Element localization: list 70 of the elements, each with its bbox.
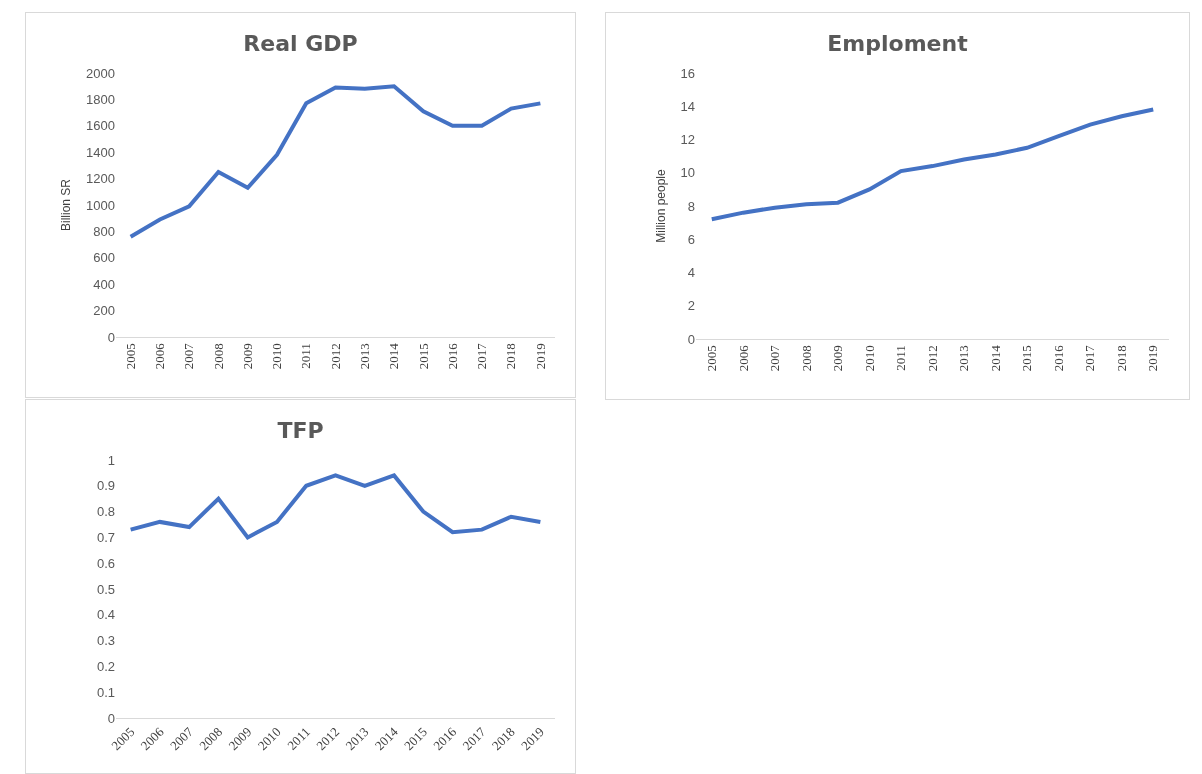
y-tick-label: 1 [107, 452, 115, 468]
x-tick-label: 2010 [861, 345, 877, 372]
x-tick-label: 2007 [767, 344, 783, 372]
y-axis-title: Billion SR [59, 178, 74, 232]
chart-title: Real GDP [243, 30, 358, 56]
y-tick-label: 6 [687, 231, 695, 247]
x-tick-label: 2013 [956, 345, 972, 372]
y-tick-label: 0.9 [96, 478, 115, 494]
y-tick-label: 4 [687, 265, 695, 281]
x-tick-label: 2009 [239, 343, 255, 370]
y-tick-label: 200 [93, 303, 115, 319]
y-tick-label: 10 [680, 165, 695, 181]
x-tick-label: 2014 [386, 342, 402, 370]
y-tick-label: 12 [680, 132, 695, 148]
y-tick-label: 1000 [86, 197, 115, 213]
y-tick-label: 0.4 [96, 607, 115, 623]
y-tick-label: 0.7 [96, 529, 115, 545]
chart-title: TFP [277, 417, 324, 443]
y-tick-label: 1200 [86, 171, 115, 187]
x-tick-label: 2008 [210, 343, 226, 370]
y-tick-label: 14 [680, 98, 695, 114]
x-tick-label: 2012 [327, 343, 343, 370]
chart-title: Emploment [827, 30, 969, 56]
y-tick-label: 1600 [86, 118, 115, 134]
x-tick-label: 2012 [924, 345, 940, 372]
y-tick-label: 0 [687, 331, 695, 347]
y-tick-label: 0.1 [96, 684, 115, 700]
x-tick-label: 2011 [284, 724, 313, 753]
y-tick-label: 800 [93, 223, 115, 239]
x-tick-label: 2009 [830, 345, 846, 372]
x-tick-label: 2018 [1113, 345, 1129, 372]
x-tick-label: 2019 [532, 343, 548, 370]
y-tick-label: 8 [687, 198, 695, 214]
y-tick-label: 1400 [86, 144, 115, 160]
y-tick-label: 16 [680, 65, 695, 81]
y-axis-title: Million people [653, 168, 668, 243]
x-tick-label: 2006 [735, 344, 751, 372]
x-tick-label: 2013 [356, 343, 372, 370]
y-tick-label: 0.8 [96, 504, 115, 520]
y-tick-label: 0 [107, 710, 115, 726]
x-tick-label: 2014 [987, 344, 1003, 372]
x-tick-label: 2006 [152, 342, 168, 370]
line-series [709, 107, 1156, 222]
y-tick-label: 0 [107, 329, 115, 345]
x-tick-label: 2017 [1082, 344, 1098, 372]
x-tick-label: 2010 [269, 343, 285, 370]
x-tick-label: 2005 [703, 345, 719, 372]
y-tick-label: 600 [93, 250, 115, 266]
x-tick-label: 2019 [1145, 345, 1161, 372]
x-tick-label: 2016 [444, 342, 460, 370]
line-series [128, 84, 543, 239]
y-tick-label: 1800 [86, 91, 115, 107]
x-tick-label: 2008 [798, 345, 814, 372]
x-tick-label: 2011 [893, 345, 909, 371]
x-tick-label: 2016 [1050, 344, 1066, 372]
x-tick-label: 2015 [415, 343, 431, 370]
y-tick-label: 0.3 [96, 633, 115, 649]
line-series [128, 473, 543, 540]
x-tick-label: 2015 [1019, 345, 1035, 372]
y-tick-label: 0.2 [96, 658, 115, 674]
y-tick-label: 2 [687, 298, 695, 314]
x-tick-label: 2018 [503, 343, 519, 370]
y-tick-label: 0.6 [96, 555, 115, 571]
y-tick-label: 2000 [86, 65, 115, 81]
y-tick-label: 400 [93, 276, 115, 292]
y-tick-label: 0.5 [96, 581, 115, 597]
x-tick-label: 2005 [122, 343, 138, 370]
x-tick-label: 2011 [298, 343, 314, 369]
x-tick-label: 2017 [474, 342, 490, 370]
x-tick-label: 2007 [181, 342, 197, 370]
